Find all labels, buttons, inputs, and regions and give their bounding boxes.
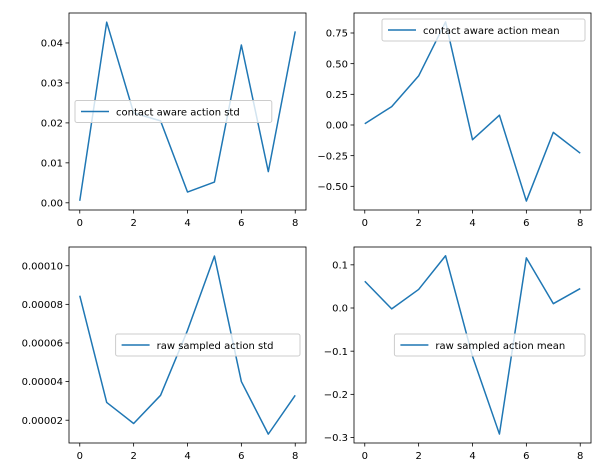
y-tick-label: 0.00008 (22, 300, 63, 311)
x-tick-label: 4 (469, 218, 475, 229)
std-panel-top-left: 0 2 4 6 8 0.00 0.01 0.02 0.03 0.04 contact aware a… (41, 12, 307, 229)
legend: raw sampled action mean (393, 333, 586, 357)
x-tick-label: 2 (415, 218, 421, 229)
legend: contact aware action mean (381, 18, 586, 42)
y-tick-label: 0.04 (41, 39, 63, 50)
std-panel-bottom-left: 0 2 4 6 8 0.00010 0.00008 0.00006 0.00004 0.00002… (22, 246, 307, 462)
x-tick-label: 8 (577, 451, 583, 462)
y-tick-label: 0.00 (326, 121, 348, 132)
series-line (79, 255, 296, 435)
y-tick-label: −0.3 (324, 433, 348, 444)
x-tick-label: 0 (77, 451, 83, 462)
y-tick-label: 0.50 (326, 59, 348, 70)
x-tick-label: 0 (77, 218, 83, 229)
y-tick-label: −0.1 (324, 347, 348, 358)
legend-box (381, 18, 586, 42)
y-tick-label: 0.75 (326, 29, 348, 40)
legend-label: contact aware action std (116, 108, 240, 119)
series-line (79, 21, 296, 201)
x-tick-label: 6 (238, 218, 244, 229)
legend: contact aware action std (74, 100, 273, 123)
x-tick-label: 4 (184, 218, 190, 229)
legend-label: raw sampled action mean (435, 341, 565, 352)
y-tick-label: 0.25 (326, 90, 348, 101)
y-tick-label: −0.50 (317, 182, 348, 193)
x-tick-label: 8 (292, 451, 298, 462)
y-tick-label: −0.2 (324, 390, 348, 401)
y-tick-label: 0.0 (332, 304, 348, 315)
x-tick-label: 2 (130, 451, 136, 462)
legend: raw sampled action std (115, 333, 301, 357)
y-tick-label: −0.25 (317, 151, 348, 162)
y-tick-label: 0.00004 (22, 377, 63, 388)
series-line (364, 21, 581, 202)
legend-label: raw sampled action std (157, 341, 274, 352)
y-tick-label: 0.00006 (22, 339, 63, 350)
mean-panel-top-right: 0 2 4 6 8 0.75 0.50 0.25 0.00 −0.25 −0.50 contact a… (317, 12, 592, 229)
x-tick-label: 2 (130, 218, 136, 229)
y-tick-label: 0.1 (332, 260, 348, 271)
mean-panel-bottom-right: 0 2 4 6 8 0.1 0.0 −0.1 −0.2 −0.3 raw sampled actio… (324, 246, 592, 462)
y-tick-label: 0.01 (41, 158, 63, 169)
x-tick-label: 0 (362, 218, 368, 229)
x-tick-label: 6 (238, 451, 244, 462)
y-tick-label: 0.00002 (22, 416, 63, 427)
x-tick-label: 6 (523, 218, 529, 229)
legend-label: contact aware action mean (423, 26, 560, 37)
y-tick-label: 0.03 (41, 79, 63, 90)
x-tick-label: 8 (292, 218, 298, 229)
legend-box (115, 333, 301, 357)
x-tick-label: 4 (184, 451, 190, 462)
y-tick-label: 0.00 (41, 198, 63, 209)
y-tick-label: 0.00010 (22, 261, 63, 272)
legend-box (74, 100, 273, 123)
x-tick-label: 4 (469, 451, 475, 462)
x-tick-label: 6 (523, 451, 529, 462)
y-tick-label: 0.02 (41, 118, 63, 129)
x-tick-label: 2 (415, 451, 421, 462)
legend-box (393, 333, 586, 357)
x-tick-label: 0 (362, 451, 368, 462)
x-tick-label: 8 (577, 218, 583, 229)
